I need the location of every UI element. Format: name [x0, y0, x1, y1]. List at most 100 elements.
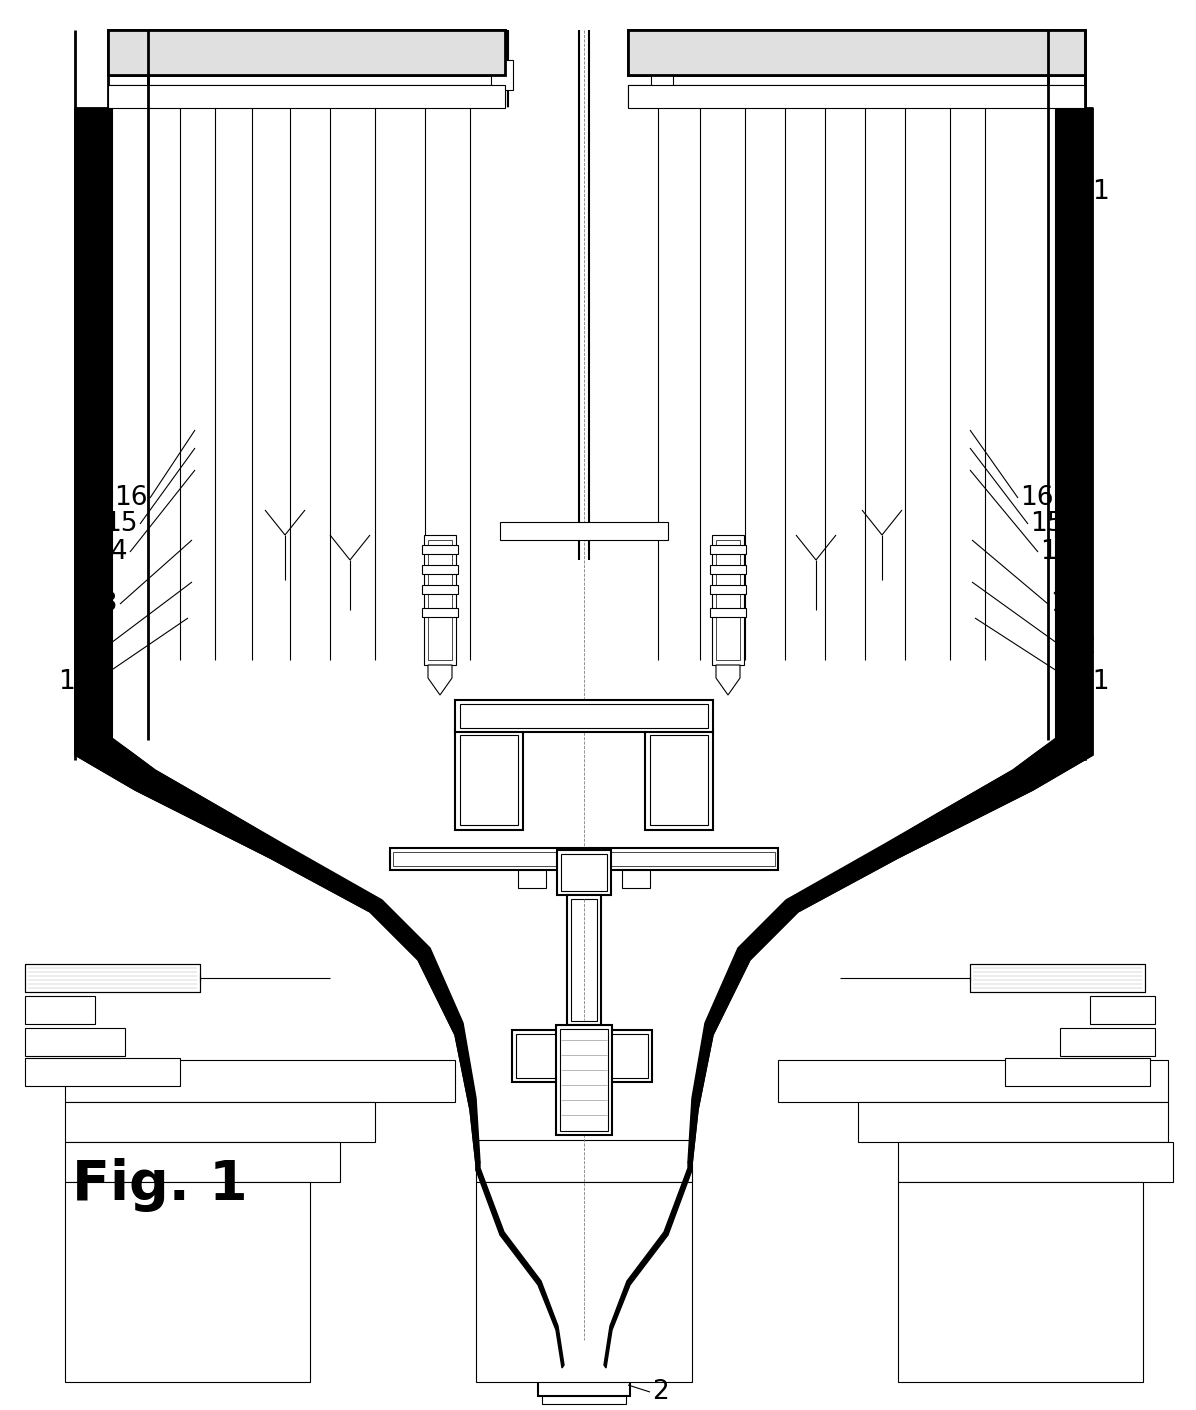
Bar [518, 870, 547, 888]
Bar [622, 870, 649, 888]
Bar [464, 340, 477, 358]
Bar [370, 400, 382, 417]
Text: 15: 15 [1030, 510, 1063, 537]
Bar [246, 305, 260, 323]
Bar [464, 340, 477, 358]
Bar [108, 30, 505, 75]
Bar [710, 585, 746, 594]
Bar [454, 699, 713, 732]
Bar [460, 735, 518, 825]
Bar [970, 964, 1145, 993]
Text: 15: 15 [104, 510, 138, 537]
Polygon shape [176, 271, 184, 285]
Text: 14: 14 [94, 539, 128, 565]
Bar [324, 369, 337, 388]
Polygon shape [804, 271, 812, 285]
Text: 16: 16 [1020, 485, 1054, 510]
Bar [25, 1028, 126, 1056]
Bar [422, 565, 458, 574]
Bar [779, 369, 792, 388]
Bar [209, 336, 222, 352]
Text: 16: 16 [115, 485, 148, 510]
Text: 2: 2 [652, 1379, 669, 1404]
Polygon shape [688, 109, 1093, 1165]
Polygon shape [75, 109, 480, 1165]
Bar [538, 1368, 630, 1396]
Bar [739, 305, 752, 323]
Text: Fig. 1: Fig. 1 [72, 1158, 248, 1213]
Text: 13: 13 [1050, 591, 1084, 618]
Text: 13: 13 [85, 591, 118, 618]
Bar [628, 30, 1085, 75]
Polygon shape [981, 271, 989, 285]
Bar [492, 61, 513, 90]
Polygon shape [112, 109, 1056, 1365]
Bar [512, 1029, 652, 1081]
Polygon shape [688, 109, 1093, 1165]
Polygon shape [476, 1162, 565, 1368]
Bar [898, 1182, 1143, 1382]
Polygon shape [604, 1162, 692, 1368]
Bar [649, 735, 708, 825]
Polygon shape [716, 666, 740, 695]
Bar [819, 400, 832, 417]
Bar [710, 546, 746, 554]
Bar [628, 85, 1085, 109]
Bar [65, 1060, 454, 1103]
Polygon shape [386, 271, 393, 285]
Bar [651, 61, 673, 90]
Bar [65, 1182, 310, 1382]
Polygon shape [75, 109, 480, 1165]
Bar [645, 730, 713, 830]
Bar [739, 305, 752, 323]
Bar [716, 540, 740, 660]
Bar [710, 608, 746, 618]
Bar [25, 964, 200, 993]
Bar [561, 854, 608, 891]
Bar [712, 534, 744, 666]
Polygon shape [981, 271, 989, 285]
Bar [454, 730, 523, 830]
Bar [628, 30, 1085, 75]
Bar [898, 1142, 1173, 1182]
Bar [628, 85, 1085, 109]
Bar [370, 400, 382, 417]
Bar [899, 340, 913, 358]
Bar [779, 1060, 1168, 1103]
Text: 12: 12 [72, 633, 105, 658]
Text: 14: 14 [1041, 539, 1074, 565]
Polygon shape [428, 666, 452, 695]
Text: 11: 11 [1076, 668, 1110, 695]
Bar [694, 336, 707, 352]
Bar [710, 565, 746, 574]
Bar [560, 1029, 608, 1131]
Bar [419, 369, 432, 388]
Bar [25, 1058, 181, 1086]
Bar [970, 964, 1145, 993]
Polygon shape [896, 271, 904, 285]
Bar [542, 1396, 626, 1404]
Polygon shape [386, 271, 393, 285]
Bar [422, 608, 458, 618]
Bar [500, 522, 669, 540]
Bar [570, 900, 597, 1021]
Bar [1060, 1028, 1155, 1056]
Bar [556, 1025, 612, 1135]
Polygon shape [476, 1162, 565, 1368]
Bar [858, 1103, 1168, 1142]
Bar [425, 534, 456, 666]
Polygon shape [286, 271, 294, 285]
Bar [25, 995, 94, 1024]
Polygon shape [896, 271, 904, 285]
Bar [108, 85, 505, 109]
Bar [108, 30, 505, 75]
Bar [819, 400, 832, 417]
Bar [65, 1142, 340, 1182]
Polygon shape [538, 1308, 630, 1368]
Text: 11: 11 [59, 668, 92, 695]
Bar [428, 540, 452, 660]
Bar [1005, 1058, 1151, 1086]
Bar [65, 1103, 376, 1142]
Polygon shape [176, 271, 184, 285]
Bar [422, 585, 458, 594]
